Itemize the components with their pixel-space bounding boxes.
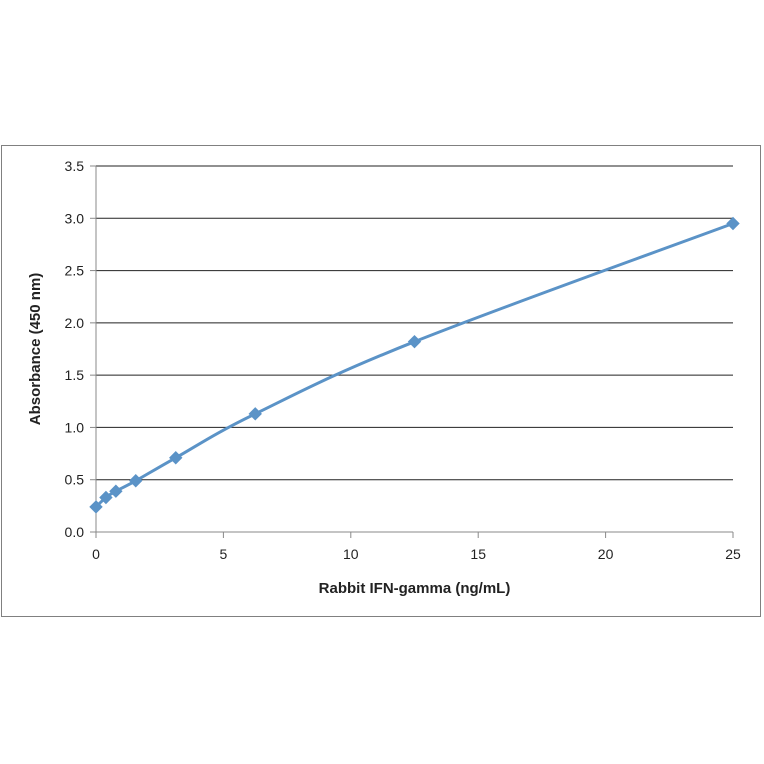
x-tick-label: 0: [92, 546, 100, 562]
y-tick-label: 2.0: [65, 315, 85, 331]
y-tick-label: 1.5: [65, 367, 85, 383]
y-axis-title: Absorbance (450 nm): [27, 273, 44, 426]
y-tick-label: 3.5: [65, 158, 85, 174]
x-tick-label: 20: [598, 546, 614, 562]
gridlines: [96, 165, 733, 481]
y-tick-label: 1.0: [65, 419, 85, 435]
x-tick-label: 25: [725, 546, 741, 562]
data-point-marker: [129, 474, 143, 488]
data-point-marker: [109, 484, 123, 498]
data-point-marker: [407, 334, 422, 349]
x-tick-label: 10: [343, 546, 359, 562]
y-tick-labels: 0.0 0.5 1.0 1.5 2.0 2.5 3.0 3.5: [65, 158, 85, 540]
data-point-marker: [89, 500, 103, 514]
y-tick-label: 0.0: [65, 524, 85, 540]
y-tick-label: 2.5: [65, 263, 85, 279]
x-tick-label: 5: [220, 546, 228, 562]
y-tick-label: 3.0: [65, 210, 85, 226]
y-tick-label: 0.5: [65, 472, 85, 488]
data-point-marker: [726, 216, 740, 231]
series-layer: [89, 216, 740, 514]
data-point-marker: [248, 407, 262, 421]
chart: 0.0 0.5 1.0 1.5 2.0 2.5 3.0 3.5 0 5 10 15 20 25 Rabb…: [27, 158, 741, 597]
chart-frame: 0.0 0.5 1.0 1.5 2.0 2.5 3.0 3.5 0 5 10 15 20 25 Rabb…: [1, 145, 761, 617]
series-line: [94, 222, 734, 508]
axes: [90, 165, 734, 538]
x-axis-title: Rabbit IFN-gamma (ng/mL): [319, 580, 511, 597]
x-tick-label: 15: [470, 546, 486, 562]
data-point-marker: [169, 451, 183, 465]
data-point-marker: [99, 490, 113, 505]
x-tick-labels: 0 5 10 15 20 25: [92, 546, 741, 562]
